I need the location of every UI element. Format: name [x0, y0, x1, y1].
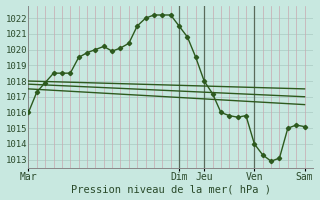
X-axis label: Pression niveau de la mer( hPa ): Pression niveau de la mer( hPa ) [71, 184, 271, 194]
